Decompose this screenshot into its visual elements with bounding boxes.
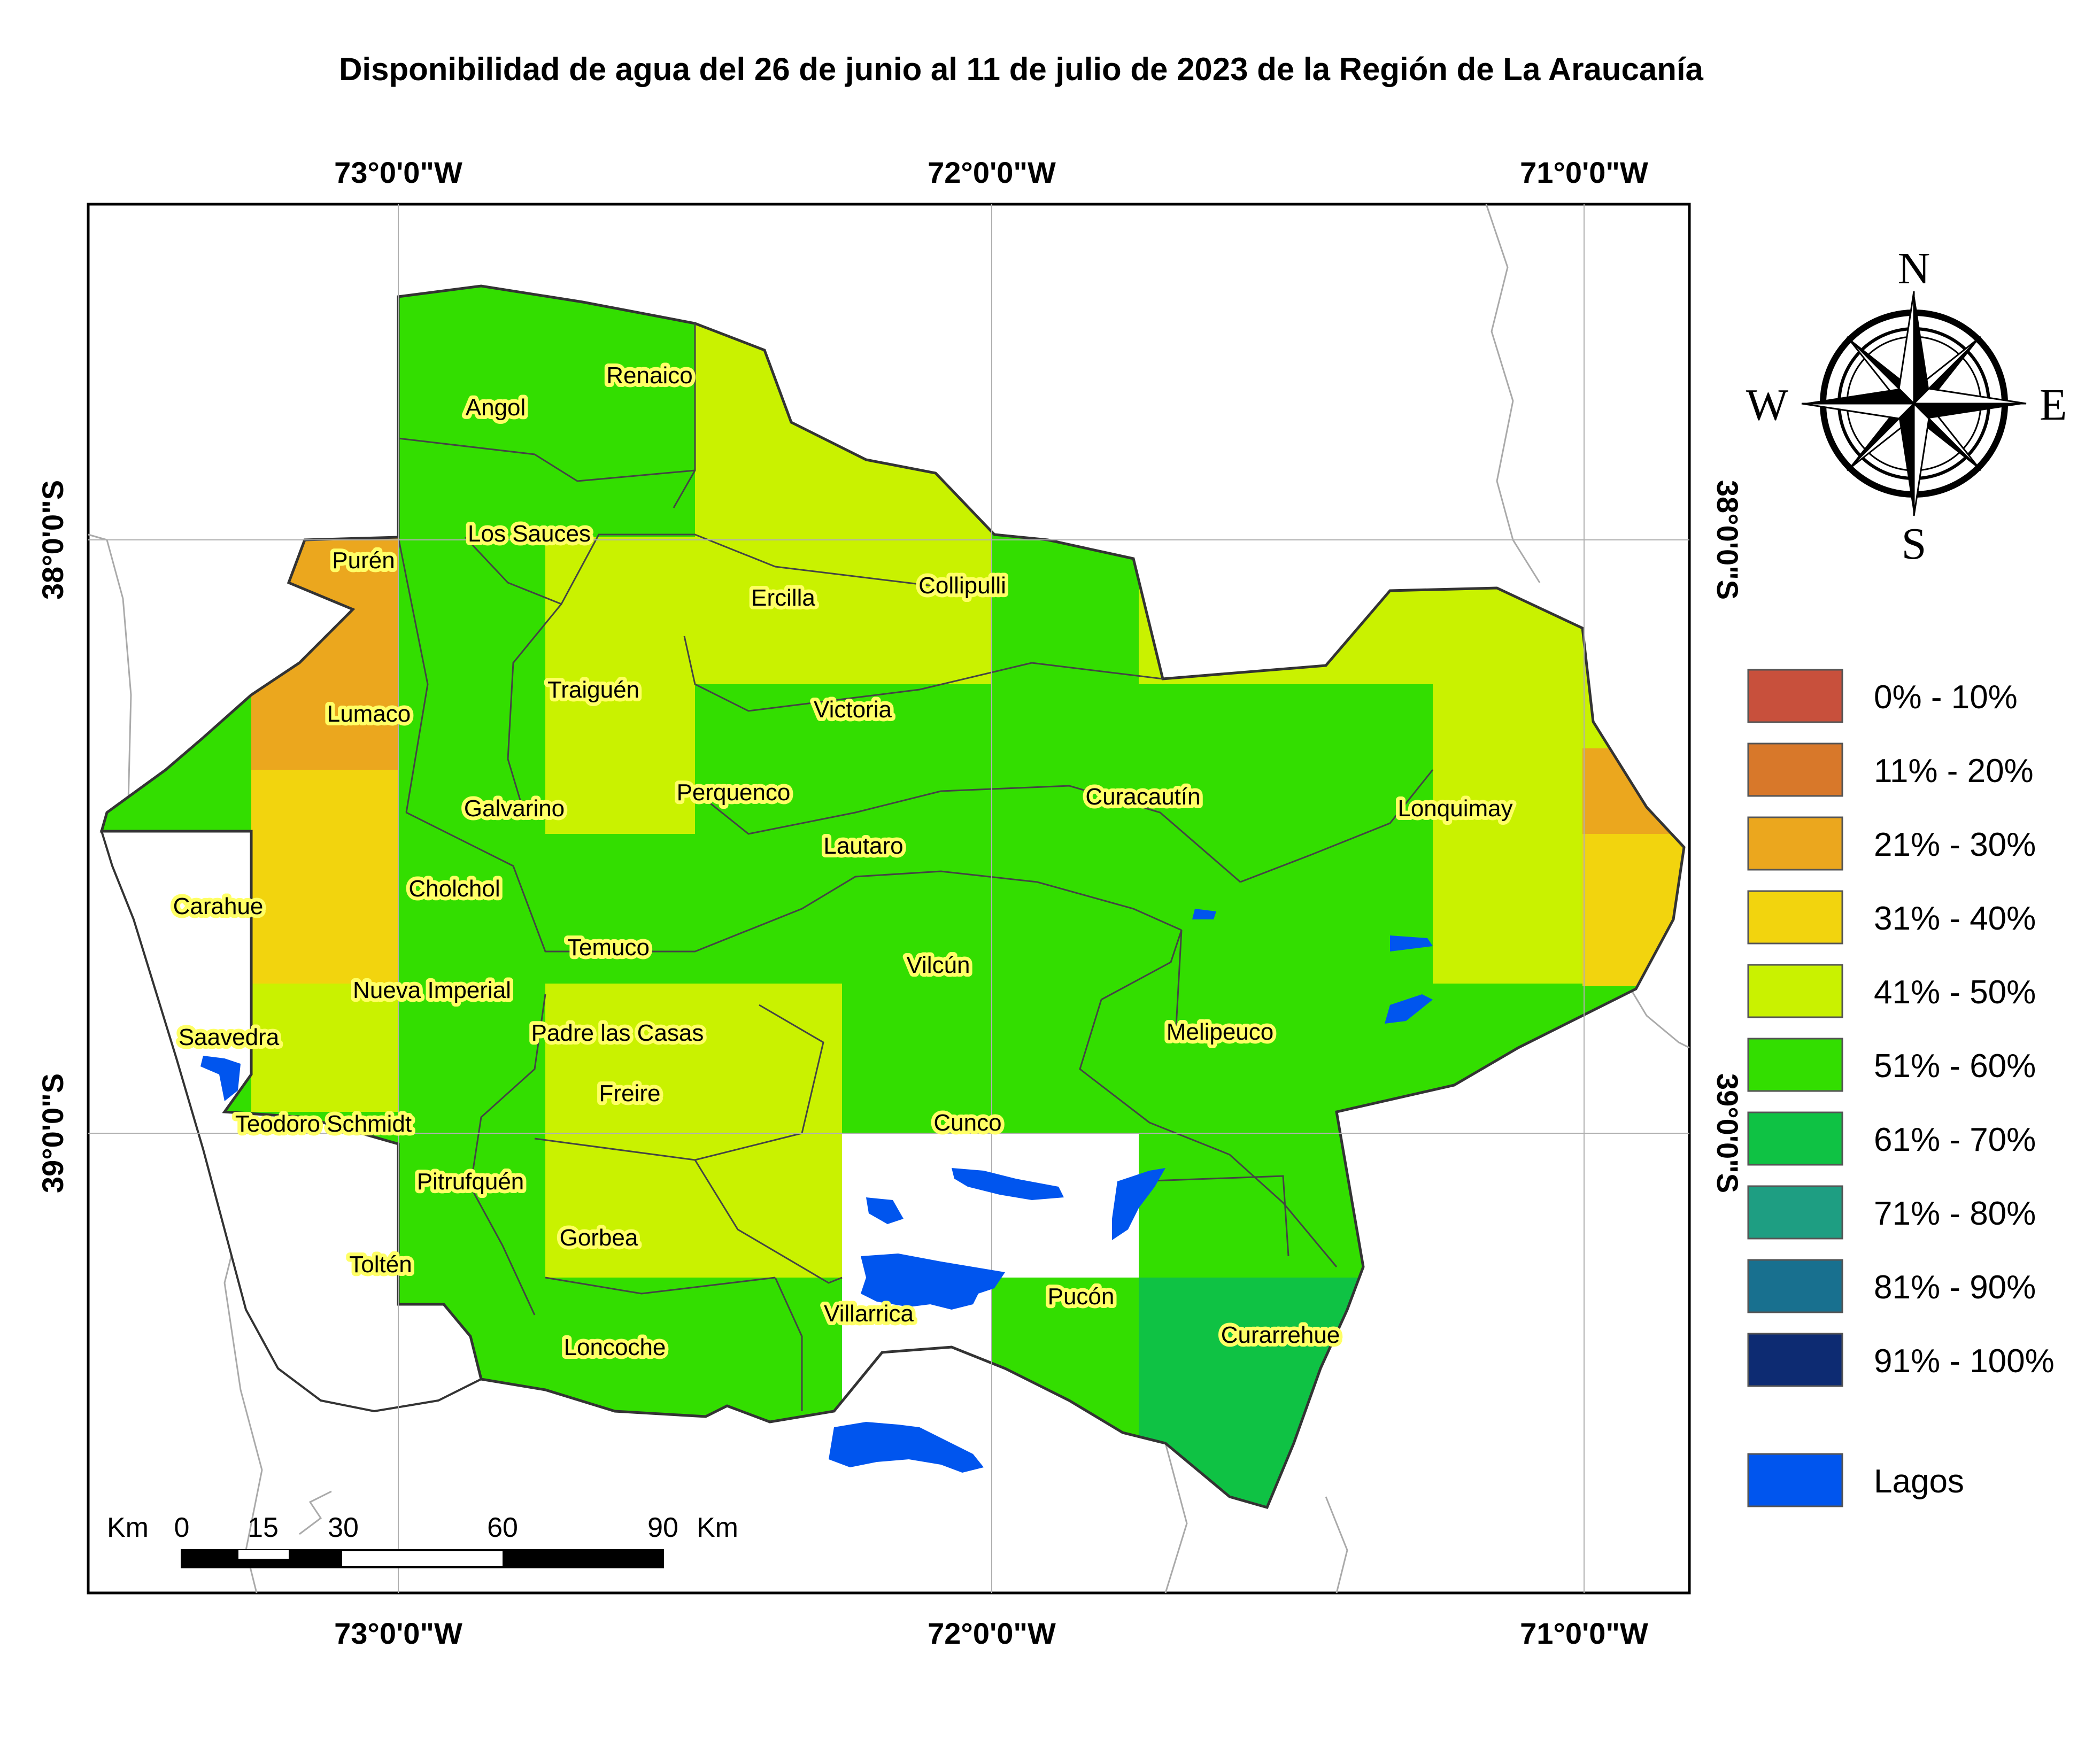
- town-label: Saavedra: [179, 1024, 280, 1050]
- legend-swatch: [1747, 1185, 1843, 1240]
- lat-label-left-39: 39°0'0"S: [36, 1073, 70, 1193]
- town-label: Collipulli: [918, 572, 1006, 599]
- town-label: Freire: [599, 1080, 661, 1107]
- legend-label: 51% - 60%: [1874, 1048, 2036, 1085]
- legend-swatch: [1747, 669, 1843, 723]
- scale-tick-label: 30: [328, 1512, 359, 1543]
- town-label: Pucón: [1048, 1283, 1115, 1310]
- lon-label-bottom-71: 71°0'0"W: [1520, 1616, 1648, 1650]
- legend-swatch: [1747, 964, 1843, 1018]
- legend-swatch: [1747, 1038, 1843, 1092]
- compass-south: S: [1902, 519, 1927, 569]
- legend-swatch: [1747, 1259, 1843, 1313]
- lat-label-right-38: 38°0'0"S: [1711, 480, 1744, 600]
- town-label: Angol: [466, 394, 526, 421]
- town-label: Lumaco: [327, 701, 411, 727]
- lakes: [200, 909, 1433, 1473]
- town-label: Teodoro Schmidt: [235, 1111, 412, 1137]
- town-label: Loncoche: [564, 1334, 666, 1360]
- legend-label: 0% - 10%: [1874, 679, 2018, 716]
- lon-label-bottom-72: 72°0'0"W: [928, 1616, 1056, 1650]
- legend-label: 71% - 80%: [1874, 1195, 2036, 1232]
- town-label: Perquenco: [677, 779, 791, 806]
- legend-swatch: [1747, 890, 1843, 945]
- town-label: Cholchol: [408, 876, 500, 902]
- town-label: Nueva Imperial: [353, 977, 511, 1003]
- town-label: Vilcún: [906, 952, 970, 978]
- scale-tick-label: 90: [647, 1512, 678, 1543]
- map-frame: Angol Renaico Los Sauces Purén Ercilla C…: [87, 203, 1691, 1595]
- town-label: Villarrica: [824, 1301, 914, 1327]
- commune-borders: [397, 323, 1434, 1411]
- legend-label: 21% - 30%: [1874, 826, 2036, 863]
- compass-rose: N S E W: [1746, 244, 2067, 569]
- town-label: Los Sauces: [468, 521, 591, 547]
- town-label: Traiguén: [547, 677, 639, 703]
- town-label: Galvarino: [464, 795, 565, 822]
- legend-swatch-lakes: [1747, 1453, 1843, 1507]
- lat-label-right-39: 39°0'0"S: [1711, 1073, 1744, 1193]
- legend-label: 81% - 90%: [1874, 1269, 2036, 1306]
- scale-tick-label: 60: [487, 1512, 518, 1543]
- town-label: Victoria: [814, 697, 892, 723]
- town-label: Lautaro: [823, 833, 903, 859]
- graticule: [88, 204, 1689, 1593]
- legend-swatch: [1747, 742, 1843, 797]
- scale-unit-right: Km: [697, 1512, 738, 1543]
- town-label: Pitrufquén: [417, 1169, 524, 1195]
- town-label: Purén: [332, 547, 395, 574]
- town-label: Carahue: [173, 893, 264, 919]
- town-label: Lonquimay: [1397, 795, 1512, 822]
- town-label: Melipeuco: [1167, 1019, 1274, 1045]
- legend-label: 11% - 20%: [1874, 753, 2034, 790]
- legend-label: 61% - 70%: [1874, 1121, 2036, 1158]
- town-labels: Angol Renaico Los Sauces Purén Ercilla C…: [169, 359, 1517, 1364]
- scale-tick-label: 15: [248, 1512, 279, 1543]
- lon-label-top-73: 73°0'0"W: [334, 156, 462, 189]
- legend-swatch: [1747, 1333, 1843, 1387]
- legend-label: 31% - 40%: [1874, 900, 2036, 937]
- legend: 0% - 10% 11% - 20% 21% - 30% 31% - 40% 41% -…: [1747, 669, 2055, 1507]
- map-title: Disponibilidad de agua del 26 de junio a…: [339, 51, 1703, 87]
- town-label: Curacautín: [1085, 784, 1200, 810]
- lon-label-top-72: 72°0'0"W: [928, 156, 1056, 189]
- town-label: Temuco: [567, 934, 650, 961]
- lon-label-top-71: 71°0'0"W: [1520, 156, 1648, 189]
- compass-west: W: [1746, 380, 1789, 430]
- legend-swatch: [1747, 1111, 1843, 1166]
- legend-label-lakes: Lagos: [1874, 1463, 1964, 1500]
- town-label: Curarrehue: [1221, 1322, 1340, 1348]
- legend-label: 41% - 50%: [1874, 974, 2036, 1011]
- lon-label-bottom-73: 73°0'0"W: [334, 1616, 462, 1650]
- compass-east: E: [2040, 380, 2067, 430]
- town-label: Toltén: [349, 1251, 412, 1278]
- town-label: Gorbea: [560, 1225, 638, 1251]
- scale-tick-label: 0: [174, 1512, 190, 1543]
- town-label: Ercilla: [751, 585, 815, 611]
- region-outline: [99, 284, 1686, 1510]
- town-label: Padre las Casas: [531, 1020, 704, 1046]
- town-label: Cunco: [933, 1110, 1001, 1136]
- legend-label: 91% - 100%: [1874, 1343, 2055, 1380]
- scale-bar: Km 0 15 30 60 90 Km: [107, 1512, 738, 1568]
- scale-unit-left: Km: [107, 1512, 149, 1543]
- legend-swatch: [1747, 816, 1843, 871]
- town-label: Renaico: [606, 362, 692, 389]
- lat-label-left-38: 38°0'0"S: [36, 480, 70, 600]
- compass-north: N: [1898, 244, 1930, 293]
